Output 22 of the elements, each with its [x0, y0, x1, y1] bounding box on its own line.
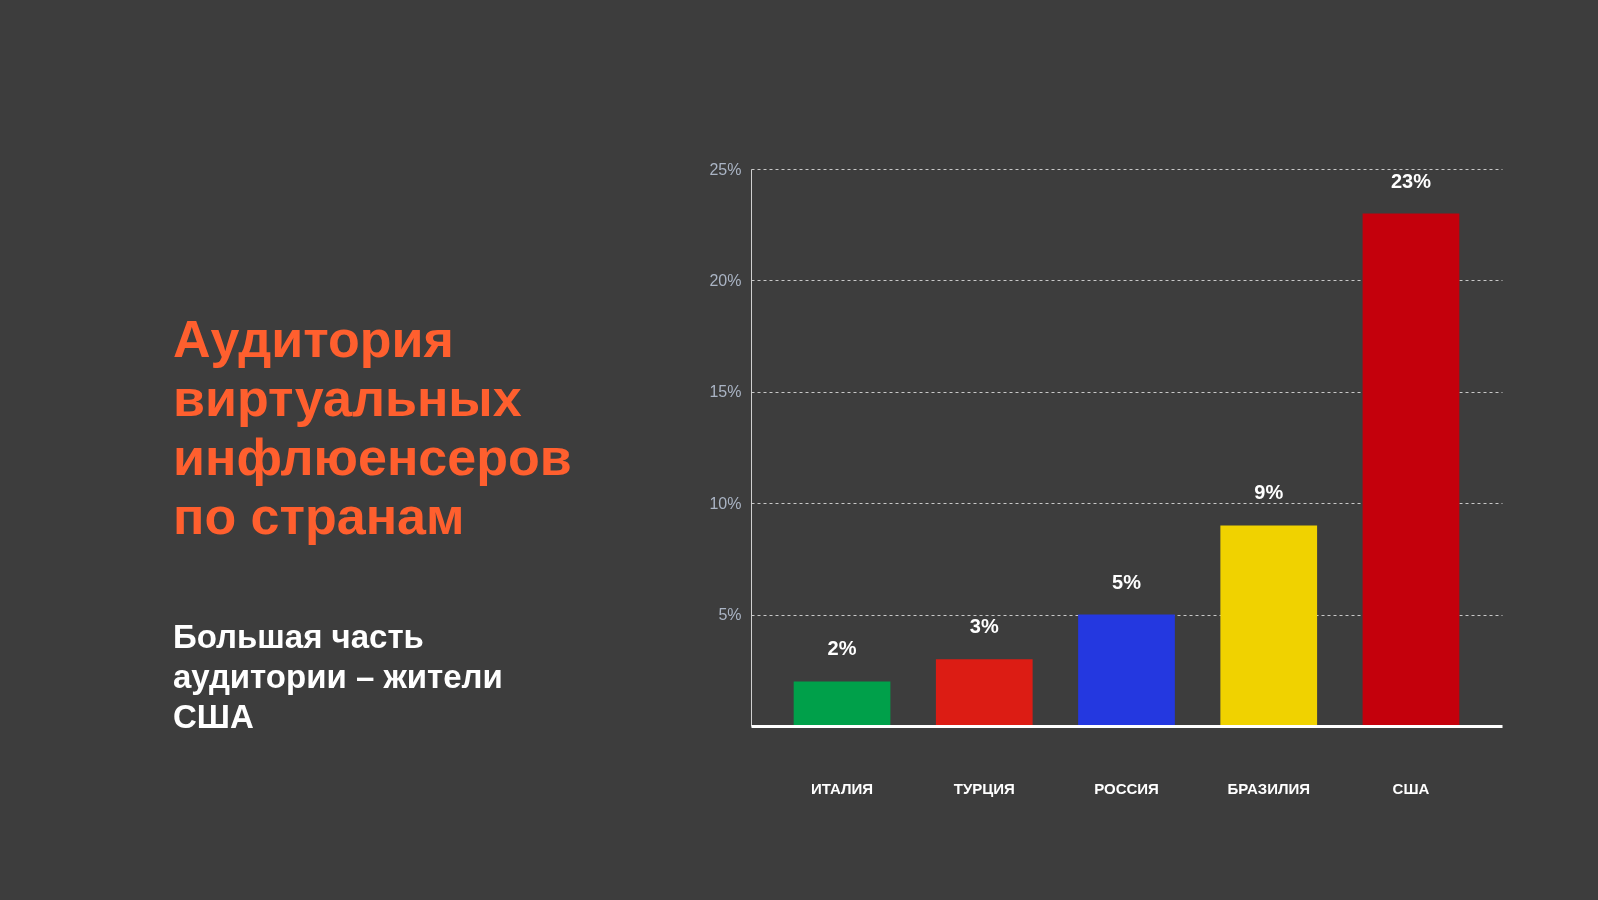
data-label: 5% — [1112, 570, 1142, 593]
data-label: 2% — [827, 637, 857, 660]
x-tick-label: ТУРЦИЯ — [953, 779, 1015, 797]
x-tick-label: БРАЗИЛИЯ — [1227, 779, 1311, 797]
text: Аудитория виртуальных инфлюенсеров по странам — [173, 310, 572, 545]
text: Большая часть аудитории – жители США — [173, 618, 503, 735]
x-tick-label: ИТАЛИЯ — [810, 779, 874, 797]
data-label: 9% — [1254, 481, 1284, 504]
bar — [793, 681, 891, 726]
y-tick-label: 25% — [709, 160, 742, 178]
x-tick-label: США — [1392, 779, 1430, 797]
bar — [1362, 213, 1460, 726]
y-tick-label: 15% — [709, 383, 742, 401]
data-label: 23% — [1390, 169, 1432, 192]
bar — [1220, 525, 1318, 726]
y-tick-label: 10% — [709, 494, 742, 512]
x-tick-label: РОССИЯ — [1094, 779, 1159, 797]
bar — [1078, 614, 1175, 726]
y-tick-label: 5% — [718, 606, 742, 624]
bar — [935, 659, 1033, 726]
data-label: 3% — [969, 615, 999, 638]
y-tick-label: 20% — [709, 271, 742, 289]
